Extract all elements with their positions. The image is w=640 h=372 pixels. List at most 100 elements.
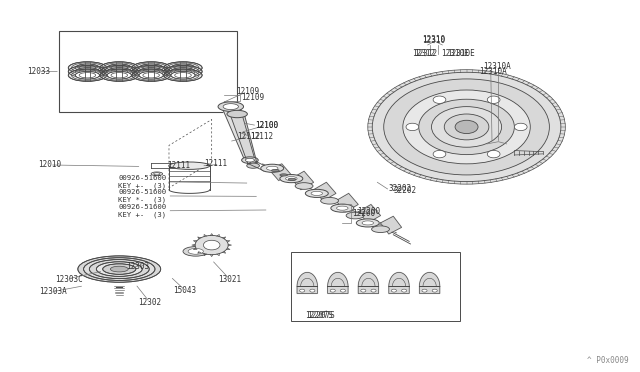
Ellipse shape: [68, 69, 106, 81]
Text: 12111: 12111: [167, 161, 190, 170]
Ellipse shape: [107, 64, 131, 72]
Circle shape: [406, 123, 419, 131]
Bar: [291, 253, 460, 321]
Circle shape: [371, 289, 376, 292]
Ellipse shape: [139, 71, 163, 79]
Ellipse shape: [102, 264, 136, 275]
Circle shape: [431, 107, 502, 147]
Text: 12310: 12310: [422, 35, 445, 44]
Ellipse shape: [346, 212, 364, 219]
Polygon shape: [328, 272, 348, 294]
Bar: [59, 31, 237, 112]
Ellipse shape: [164, 62, 202, 74]
Circle shape: [195, 235, 228, 255]
Ellipse shape: [132, 65, 170, 78]
Text: 12033: 12033: [27, 67, 50, 76]
Polygon shape: [336, 193, 358, 212]
Ellipse shape: [280, 174, 303, 183]
Polygon shape: [381, 216, 401, 234]
Text: 12207S: 12207S: [307, 311, 335, 320]
Ellipse shape: [100, 69, 138, 81]
Ellipse shape: [171, 68, 195, 76]
Ellipse shape: [372, 226, 390, 232]
Circle shape: [310, 289, 315, 292]
Ellipse shape: [223, 104, 239, 110]
Text: KEY *-  (3): KEY *- (3): [118, 196, 166, 203]
Ellipse shape: [110, 266, 128, 272]
Ellipse shape: [132, 69, 170, 81]
Ellipse shape: [139, 64, 163, 72]
Ellipse shape: [246, 163, 259, 168]
Polygon shape: [358, 272, 379, 294]
Circle shape: [384, 79, 549, 175]
Ellipse shape: [246, 158, 254, 162]
Polygon shape: [419, 272, 440, 294]
Text: 32202: 32202: [394, 186, 417, 195]
Ellipse shape: [90, 260, 149, 279]
Text: 12109: 12109: [236, 87, 259, 96]
Text: 12111: 12111: [204, 159, 227, 169]
Text: 13021: 13021: [218, 275, 241, 283]
Polygon shape: [389, 272, 409, 294]
Ellipse shape: [218, 102, 244, 112]
Ellipse shape: [305, 189, 328, 198]
Ellipse shape: [164, 69, 202, 81]
Text: 12302: 12302: [138, 298, 161, 307]
Ellipse shape: [356, 219, 380, 227]
Ellipse shape: [76, 71, 100, 79]
Text: 15043: 15043: [173, 286, 196, 295]
Text: 12112: 12112: [237, 132, 260, 141]
Ellipse shape: [171, 64, 195, 72]
Circle shape: [340, 289, 346, 292]
Text: 12112: 12112: [250, 132, 273, 141]
Ellipse shape: [337, 206, 348, 210]
Text: 12303C: 12303C: [56, 275, 83, 283]
Polygon shape: [291, 171, 314, 190]
Text: 00926-51600: 00926-51600: [118, 189, 166, 195]
Ellipse shape: [68, 65, 106, 78]
Ellipse shape: [78, 256, 161, 282]
Circle shape: [300, 289, 305, 292]
Text: 12312: 12312: [413, 49, 436, 58]
Circle shape: [401, 289, 406, 292]
Circle shape: [392, 289, 396, 292]
Circle shape: [361, 289, 366, 292]
Ellipse shape: [100, 62, 138, 74]
Ellipse shape: [171, 71, 195, 79]
Circle shape: [403, 90, 531, 164]
Ellipse shape: [260, 164, 284, 172]
Circle shape: [432, 289, 437, 292]
Text: 12010: 12010: [38, 160, 61, 170]
Ellipse shape: [266, 166, 278, 170]
Text: 00926-51600: 00926-51600: [118, 204, 166, 210]
Ellipse shape: [151, 172, 163, 176]
Ellipse shape: [84, 258, 155, 280]
Circle shape: [455, 120, 478, 134]
Text: 12312: 12312: [412, 49, 436, 58]
Circle shape: [422, 289, 427, 292]
Text: 12310E: 12310E: [441, 49, 469, 58]
Polygon shape: [222, 106, 255, 161]
Text: 12310: 12310: [422, 36, 445, 45]
Ellipse shape: [164, 65, 202, 78]
Text: KEY +-  (3): KEY +- (3): [118, 182, 166, 189]
Text: 32202: 32202: [389, 185, 412, 193]
Text: 12100: 12100: [255, 121, 278, 129]
Circle shape: [204, 240, 220, 250]
Ellipse shape: [107, 68, 131, 76]
Ellipse shape: [68, 62, 106, 74]
Circle shape: [330, 289, 335, 292]
Circle shape: [368, 70, 565, 184]
Text: 12310A: 12310A: [483, 61, 511, 71]
Polygon shape: [314, 182, 336, 201]
Polygon shape: [269, 164, 291, 180]
Ellipse shape: [132, 62, 170, 74]
Text: ^ P0x0009: ^ P0x0009: [588, 356, 629, 365]
Text: 12207S: 12207S: [305, 311, 332, 320]
Polygon shape: [358, 205, 381, 223]
Text: 12100: 12100: [255, 121, 278, 129]
Circle shape: [433, 96, 446, 103]
Polygon shape: [297, 272, 317, 294]
Circle shape: [419, 99, 515, 155]
Ellipse shape: [183, 247, 209, 256]
